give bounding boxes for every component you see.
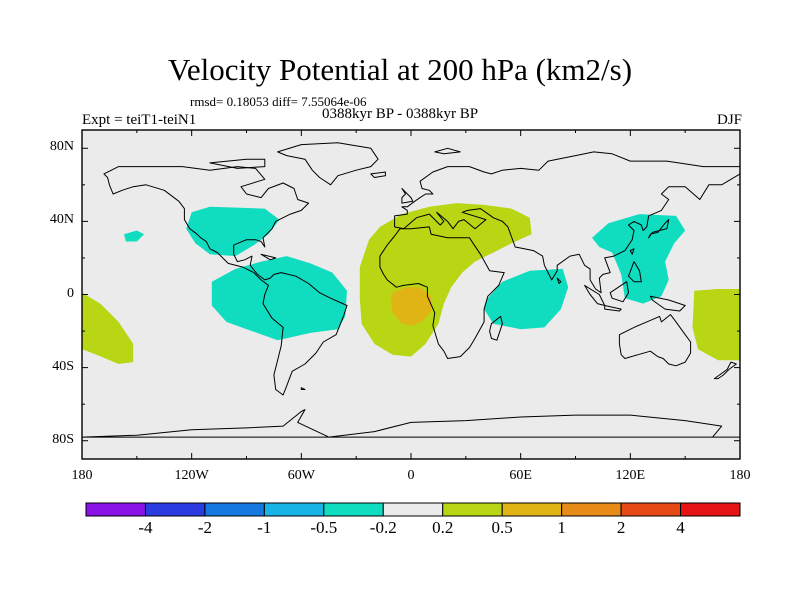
lat-label: 40N [49,212,74,228]
region-north-atlantic-west [186,206,280,257]
colorbar-swatch [323,502,384,517]
lat-label: 0 [67,285,74,301]
season-label: DJF [716,112,742,128]
colorbar [85,502,741,517]
colorbar-swatch [382,502,444,517]
anomaly-regions [82,203,740,364]
colorbar-swatch [501,502,563,517]
lat-label: 40S [52,358,74,374]
lat-label: 80S [52,431,74,447]
lon-label: 0 [407,468,415,483]
colorbar-label: 4 [676,518,685,537]
region-west-pacific-negative [592,214,686,304]
period-label: 0388kyr BP - 0388kyr BP [322,106,479,122]
colorbar-label: 0.2 [432,518,454,537]
colorbar-label: -2 [197,518,212,537]
region-africa-core [390,287,432,326]
colorbar-swatch [442,502,503,517]
colorbar-label: 2 [616,518,626,537]
region-dateline-positive [692,289,740,361]
region-north-pacific-small [124,230,145,242]
lon-label: 180 [71,468,93,483]
region-south-america-tropical [211,256,347,341]
lat-label: 80N [49,139,74,155]
region-east-pacific-positive [82,292,134,364]
colorbar-label: -1 [257,518,272,537]
lon-label: 60W [287,468,315,483]
colorbar-label: 1 [557,518,566,537]
lon-label: 180 [729,468,751,483]
region-indian-ocean-negative [484,268,569,330]
colorbar-label: -4 [138,518,153,537]
plot-title: Velocity Potential at 200 hPa (km2/s) [167,52,633,87]
experiment-label: Expt = teiT1-teiN1 [82,112,197,128]
lon-label: 60E [509,468,532,483]
colorbar-label: 0.5 [491,518,513,537]
axis-ticks [81,130,741,459]
colorbar-swatch [144,502,206,517]
colorbar-swatch [85,502,146,517]
colorbar-label: -0.2 [369,518,397,537]
colorbar-swatch [561,502,622,517]
coastlines [82,142,740,438]
colorbar-label: -0.5 [310,518,338,537]
lon-label: 120E [615,468,646,483]
colorbar-swatch [263,502,325,517]
colorbar-swatch [204,502,265,517]
stats-line: rmsd= 0.18053 diff= 7.55064e-06 [190,94,367,109]
colorbar-swatch [620,502,682,517]
colorbar-swatch [680,502,741,517]
lon-label: 120W [174,468,209,483]
